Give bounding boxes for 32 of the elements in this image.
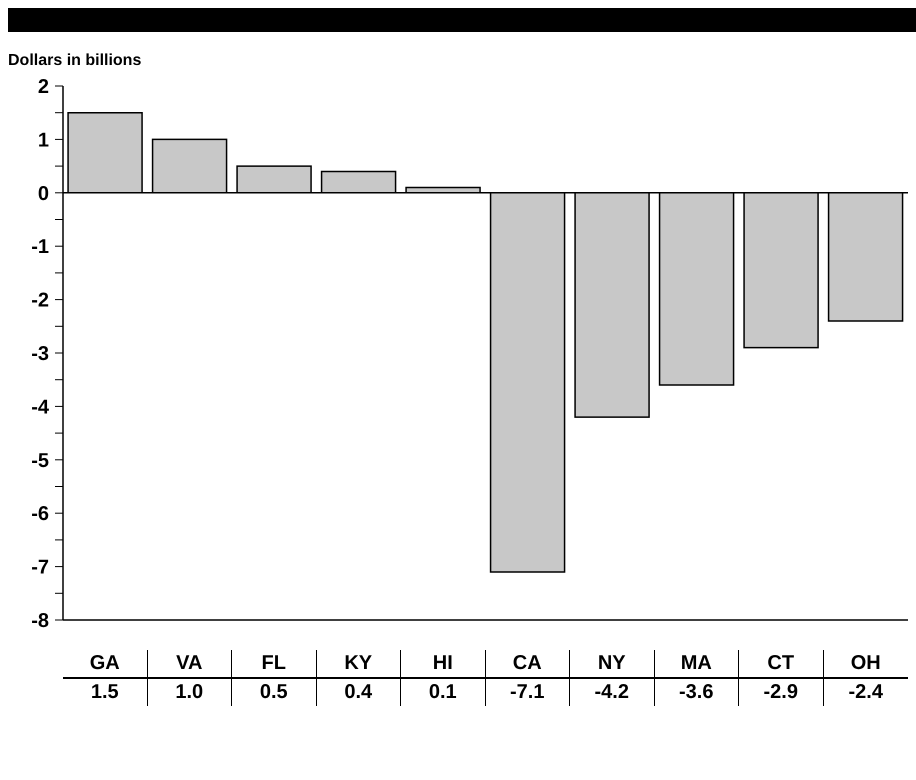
data-label: -2.9 [739,679,824,706]
x-tick-label: OH [850,651,882,676]
y-tick-label: 1 [38,129,49,152]
x-tick-label: HI [401,650,486,677]
y-tick-label: 2 [38,76,49,98]
data-label: 0.4 [316,679,401,706]
y-tick-label: -5 [31,450,49,472]
data-label: 1.0 [148,679,232,706]
y-tick-label: -1 [31,236,49,258]
x-tick-label: FL [232,650,316,677]
y-tick-label: -2 [31,290,49,312]
x-tick-label: CT [739,650,824,677]
data-label: -7.1 [486,679,570,706]
y-tick-label: -8 [31,610,49,632]
x-tick-label: MA [654,650,739,677]
y-tick-label: -6 [31,503,49,526]
y-tick-label: -4 [31,396,50,418]
x-tick-label: CA [486,650,570,677]
y-axis-title: Dollars in billions [8,52,142,70]
x-tick-label: NY [570,650,654,677]
data-label: -3.6 [654,679,739,706]
data-label: 0.1 [401,679,486,706]
x-tick-label: GA [63,650,148,677]
y-tick-label: 0 [38,182,49,205]
data-label: -2.4 [848,680,884,705]
data-label: 1.5 [63,679,148,706]
y-tick-label: -7 [31,556,49,579]
x-tick-label: KY [316,650,401,677]
data-label: 0.5 [232,679,316,706]
data-label: -4.2 [570,679,654,706]
x-tick-label: VA [148,650,232,677]
y-tick-label: -3 [31,343,49,365]
